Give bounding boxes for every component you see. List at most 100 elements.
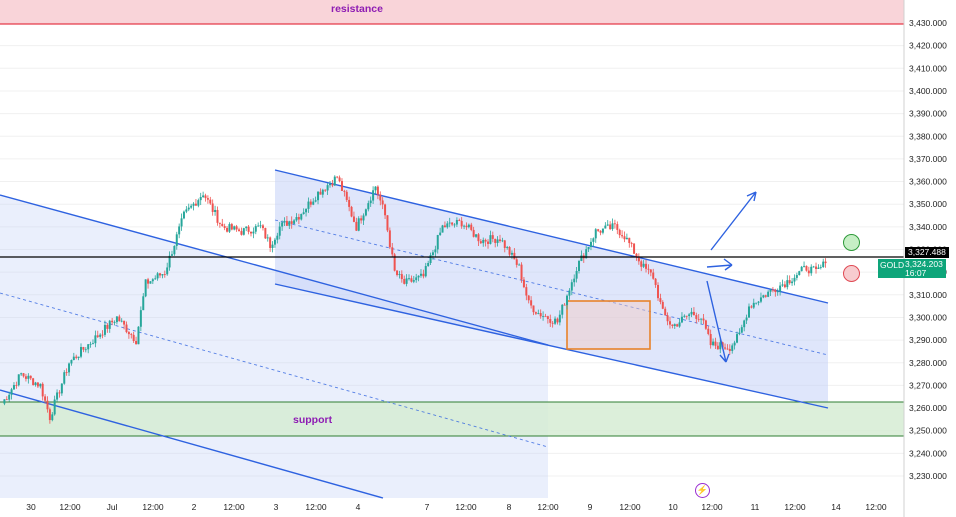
candle-body	[640, 261, 643, 267]
candle-body	[530, 300, 533, 306]
candle-body	[791, 281, 794, 284]
candle-body	[673, 324, 676, 326]
candle-body	[587, 246, 590, 250]
candle-body	[747, 306, 750, 318]
candle-body	[63, 372, 66, 384]
candle-body	[463, 225, 466, 227]
x-tick-label: 2	[192, 502, 197, 512]
candle-body	[10, 389, 13, 395]
x-tick-label: 12:00	[865, 502, 887, 512]
candle-body	[96, 335, 99, 337]
candle-body	[412, 280, 415, 282]
candle-body	[683, 315, 686, 317]
candle-body	[460, 220, 463, 227]
candle-body	[815, 266, 818, 269]
candle-body	[204, 195, 207, 199]
channel-lower	[274, 283, 829, 409]
x-tick-label: 9	[588, 502, 593, 512]
channel-mid	[274, 219, 829, 356]
candle-body	[551, 322, 554, 324]
candle-body	[645, 263, 648, 269]
candle-body	[589, 241, 592, 247]
candle-body	[295, 217, 298, 221]
candle-body	[264, 228, 267, 239]
candle-body	[616, 224, 619, 230]
candle-body	[566, 295, 569, 306]
y-tick-label: 3,360.000	[909, 177, 947, 187]
candle-body	[757, 301, 760, 303]
candle-body	[743, 320, 746, 328]
candle-body	[556, 318, 559, 323]
candle-body	[755, 302, 758, 304]
candle-body	[125, 324, 128, 333]
candle-body	[178, 226, 181, 235]
candle-body	[549, 318, 552, 323]
candle-body	[649, 269, 652, 273]
x-tick-label: 11	[751, 502, 760, 512]
breakdown-down-arrow	[706, 280, 730, 363]
candle-body	[427, 262, 430, 267]
y-tick-label: 3,410.000	[909, 63, 947, 73]
candle-body	[740, 327, 743, 333]
candle-body	[803, 265, 806, 267]
candle-body	[317, 191, 320, 201]
candle-body	[12, 385, 15, 390]
candle-body	[91, 343, 94, 345]
candle-body	[599, 230, 602, 233]
candle-body	[733, 342, 736, 346]
bolt-icon[interactable]: ⚡	[695, 483, 710, 498]
candle-body	[561, 304, 564, 315]
candle-body	[233, 226, 236, 230]
candle-body	[570, 282, 573, 291]
candle-body	[321, 189, 324, 195]
candle-body	[690, 311, 693, 315]
candle-body	[503, 240, 506, 248]
candle-body	[257, 225, 260, 227]
candle-body	[666, 315, 669, 322]
target-circle-red	[843, 265, 860, 282]
x-tick-label: 12:00	[223, 502, 245, 512]
candle-body	[436, 235, 439, 250]
candle-body	[94, 335, 97, 344]
candle-body	[142, 296, 145, 311]
candle-body	[372, 190, 375, 201]
candle-body	[82, 347, 85, 350]
candle-body	[137, 326, 140, 345]
candle-body	[714, 341, 717, 346]
candle-body	[41, 383, 44, 397]
candle-body	[314, 200, 317, 202]
candles	[3, 175, 827, 424]
candle-body	[810, 266, 813, 274]
candle-body	[731, 345, 734, 351]
candle-body	[15, 385, 18, 386]
candle-body	[350, 206, 353, 217]
candle-body	[405, 278, 408, 284]
candle-body	[522, 279, 525, 288]
candle-body	[242, 228, 245, 235]
candle-body	[343, 190, 346, 192]
x-tick-label: 10	[668, 502, 678, 512]
x-tick-label: 12:00	[59, 502, 81, 512]
candle-body	[118, 316, 121, 322]
candle-body	[147, 279, 150, 284]
candle-body	[281, 222, 284, 227]
candle-body	[783, 284, 786, 288]
candle-body	[331, 183, 334, 186]
candle-body	[269, 237, 272, 248]
candle-body	[542, 316, 545, 317]
candle-body	[182, 211, 185, 219]
candle-body	[367, 203, 370, 210]
candle-body	[604, 225, 607, 229]
candle-body	[618, 229, 621, 236]
candle-body	[726, 348, 729, 350]
y-tick-label: 3,270.000	[909, 380, 947, 390]
candle-body	[664, 308, 667, 316]
candle-body	[20, 373, 23, 375]
candle-body	[661, 301, 664, 309]
candle-body	[764, 295, 767, 297]
candle-body	[352, 216, 355, 222]
candle-body	[247, 226, 250, 232]
candle-body	[776, 291, 779, 293]
candle-body	[154, 278, 157, 280]
